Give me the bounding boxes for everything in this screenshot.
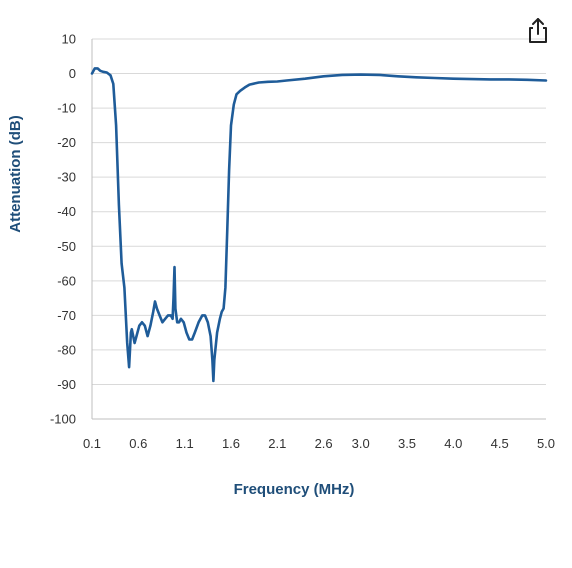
y-tick-labels: 10 0 -10 -20 -30 -40 -50 -60 -70 -80 -90 -100 — [50, 32, 76, 427]
x-tick-label: 3.0 — [352, 436, 370, 451]
y-tick-label: -50 — [57, 239, 76, 254]
y-tick-label: -20 — [57, 135, 76, 150]
x-tick-label: 5.0 — [537, 436, 555, 451]
share-icon — [529, 18, 547, 43]
x-tick-label: 1.1 — [176, 436, 194, 451]
y-tick-label: -100 — [50, 412, 76, 427]
axes — [91, 39, 546, 420]
x-tick-label: 0.1 — [83, 436, 101, 451]
y-tick-label: -80 — [57, 342, 76, 357]
x-tick-label: 3.5 — [398, 436, 416, 451]
grid-lines — [92, 38, 546, 420]
y-tick-label: -40 — [57, 204, 76, 219]
y-axis-title: Attenuation (dB) — [7, 115, 24, 232]
x-tick-label: 4.0 — [444, 436, 462, 451]
x-tick-label: 0.6 — [129, 436, 147, 451]
x-axis-title: Frequency (MHz) — [234, 481, 355, 498]
y-tick-label: -30 — [57, 170, 76, 185]
y-tick-label: -70 — [57, 308, 76, 323]
y-tick-label: 10 — [62, 32, 76, 47]
attenuation-series-line — [90, 67, 548, 383]
x-tick-label: 1.6 — [222, 436, 240, 451]
y-tick-label: -10 — [57, 101, 76, 116]
y-tick-label: 0 — [69, 66, 76, 81]
y-tick-label: -90 — [57, 377, 76, 392]
y-tick-label: -60 — [57, 273, 76, 288]
x-tick-labels: 0.1 0.6 1.1 1.6 2.1 2.6 3.0 3.5 4.0 4.5 5.0 — [83, 436, 555, 451]
share-button[interactable] — [524, 16, 552, 46]
x-tick-label: 2.6 — [315, 436, 333, 451]
x-tick-label: 4.5 — [491, 436, 509, 451]
x-tick-label: 2.1 — [268, 436, 286, 451]
